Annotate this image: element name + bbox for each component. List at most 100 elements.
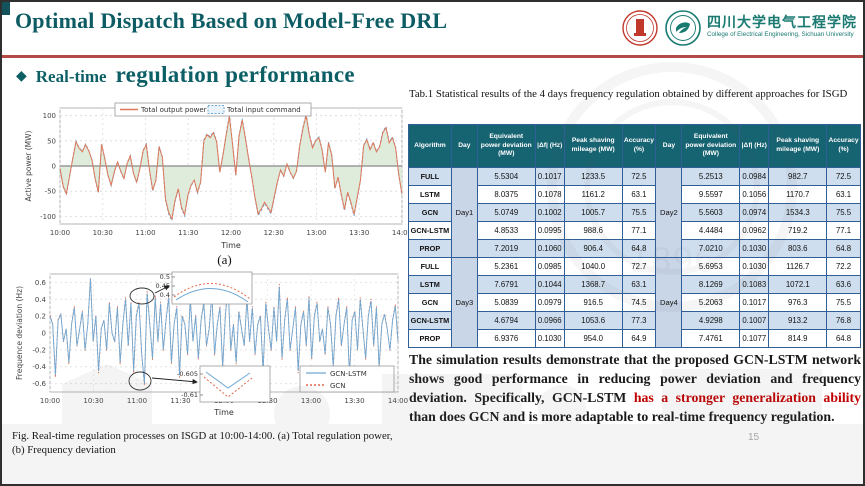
svg-text:-0.61: -0.61 [181, 391, 198, 399]
algorithm-cell: FULL [408, 167, 452, 186]
chart-frequency-deviation: -0.6 -0.4 -0.2 0 0.2 0.4 0.6 10:00 10:30 11:00 11:… [14, 266, 408, 426]
svg-text:0: 0 [42, 330, 46, 338]
value-cell: 1161.2 [563, 185, 623, 204]
value-cell: 0.1077 [739, 329, 770, 348]
section-title-rest: regulation performance [115, 62, 355, 87]
value-cell: 0.0979 [534, 293, 565, 312]
value-cell: 4.4484 [681, 221, 741, 240]
summary-text-2: than does GCN and is more adaptable to r… [409, 409, 835, 425]
value-cell: 77.1 [826, 221, 861, 240]
value-cell: 5.0749 [476, 203, 536, 222]
value-cell: 5.0839 [476, 293, 536, 312]
svg-text:Time: Time [213, 408, 234, 417]
svg-text:10:30: 10:30 [83, 397, 103, 405]
value-cell: 0.1030 [739, 257, 770, 276]
value-cell: 64.8 [621, 239, 657, 258]
svg-text:-0.6: -0.6 [32, 380, 46, 388]
value-cell: 0.1030 [739, 239, 770, 258]
table-row: GCN 5.0749 0.1002 1005.7 75.5 5.5603 0.0974 153… [408, 203, 861, 222]
value-cell: 0.1044 [534, 275, 565, 294]
svg-text:GCN-LSTM: GCN-LSTM [330, 370, 367, 378]
value-cell: 906.4 [563, 239, 623, 258]
column-header: Accuracy (%) [621, 124, 657, 168]
svg-text:-100: -100 [40, 213, 56, 221]
value-cell: 982.7 [768, 167, 828, 186]
svg-text:11:30: 11:30 [170, 397, 190, 405]
section-heading: ◆ Real-time regulation performance [16, 62, 355, 88]
svg-text:0.5: 0.5 [160, 273, 170, 281]
value-cell: 0.1017 [739, 293, 770, 312]
value-cell: 0.1030 [534, 329, 565, 348]
algorithm-cell: GCN-LSTM [408, 311, 452, 330]
column-header: Day [655, 124, 683, 168]
value-cell: 0.0984 [739, 167, 770, 186]
svg-text:Time: Time [220, 241, 241, 250]
svg-text:Active power (MW): Active power (MW) [24, 130, 33, 201]
svg-text:10:00: 10:00 [50, 229, 70, 237]
section-title-prefix: Real-time [35, 67, 107, 86]
algorithm-cell: PROP [408, 329, 452, 348]
svg-text:Frequence deviation (Hz): Frequence deviation (Hz) [15, 286, 24, 380]
value-cell: 63.1 [621, 275, 657, 294]
svg-text:0.6: 0.6 [35, 279, 47, 287]
summary-paragraph: The simulation results demonstrate that … [409, 350, 861, 426]
value-cell: 0.1060 [534, 239, 565, 258]
value-cell: 75.5 [621, 203, 657, 222]
algorithm-cell: PROP [408, 239, 452, 258]
logo-block: 四川大学电气工程学院 College of Electrical Enginee… [621, 9, 857, 47]
value-cell: 719.2 [768, 221, 828, 240]
value-cell: 0.1007 [739, 311, 770, 330]
slide-title: Optimal Dispatch Based on Model-Free DRL [15, 8, 448, 33]
value-cell: 5.5603 [681, 203, 741, 222]
svg-text:12:00: 12:00 [221, 229, 241, 237]
value-cell: 4.8533 [476, 221, 536, 240]
value-cell: 913.2 [768, 311, 828, 330]
figure-caption: Fig. Real-time regulation processes on I… [12, 430, 393, 457]
value-cell: 4.6794 [476, 311, 536, 330]
value-cell: 63.1 [621, 185, 657, 204]
table-row: FULL Day1 5.5304 0.1017 1233.5 72.5 Day2 5.2513… [408, 167, 861, 258]
value-cell: 0.0985 [534, 257, 565, 276]
column-header: |Δf| (Hz) [534, 124, 565, 168]
svg-text:11:00: 11:00 [127, 397, 147, 405]
value-cell: 5.2513 [681, 167, 741, 186]
table-header-row: Algorithm Day Equivalent power deviation (… [408, 124, 861, 168]
value-cell: 0.1083 [739, 275, 770, 294]
algorithm-cell: LSTM [408, 185, 452, 204]
svg-text:Total output power: Total output power [140, 106, 207, 114]
value-cell: 72.2 [826, 257, 861, 276]
value-cell: 1040.0 [563, 257, 623, 276]
page-number: 15 [748, 432, 760, 443]
value-cell: 916.5 [563, 293, 623, 312]
svg-text:12:30: 12:30 [264, 229, 284, 237]
algorithm-cell: FULL [408, 257, 452, 276]
chart-frequency-deviation-svg: -0.6 -0.4 -0.2 0 0.2 0.4 0.6 10:00 10:30 11:00 11:… [15, 271, 408, 417]
value-cell: 63.6 [826, 275, 861, 294]
value-cell: 8.1269 [681, 275, 741, 294]
svg-text:Total input command: Total input command [226, 106, 301, 114]
value-cell: 64.8 [826, 329, 861, 348]
college-name-cn: 四川大学电气工程学院 [707, 16, 857, 32]
svg-text:11:00: 11:00 [135, 229, 155, 237]
value-cell: 64.9 [621, 329, 657, 348]
value-cell: 8.0375 [476, 185, 536, 204]
value-cell: 5.2361 [476, 257, 536, 276]
value-cell: 4.9298 [681, 311, 741, 330]
column-header: |Δf| (Hz) [739, 124, 770, 168]
value-cell: 1072.1 [768, 275, 828, 294]
value-cell: 1368.7 [563, 275, 623, 294]
header-divider [2, 55, 863, 58]
value-cell: 77.3 [621, 311, 657, 330]
summary-highlight: has a stronger generalization ability [633, 390, 861, 406]
svg-text:-0.605: -0.605 [177, 370, 198, 378]
sichuan-university-seal-icon [622, 10, 658, 46]
column-header: Accuracy (%) [826, 124, 861, 168]
value-cell: 0.0995 [534, 221, 565, 240]
results-table: Algorithm Day Equivalent power deviation (… [408, 124, 861, 348]
table-row: GCN-LSTM 4.6794 0.0966 1053.6 77.3 4.9298 0.10… [408, 311, 861, 330]
svg-text:14:00: 14:00 [388, 397, 408, 405]
table-row: GCN-LSTM 4.8533 0.0995 988.6 77.1 4.4484 0.096… [408, 221, 861, 240]
column-header: Peak shaving mileage (MW) [563, 124, 623, 168]
value-cell: 7.2019 [476, 239, 536, 258]
column-header: Algorithm [408, 124, 452, 168]
